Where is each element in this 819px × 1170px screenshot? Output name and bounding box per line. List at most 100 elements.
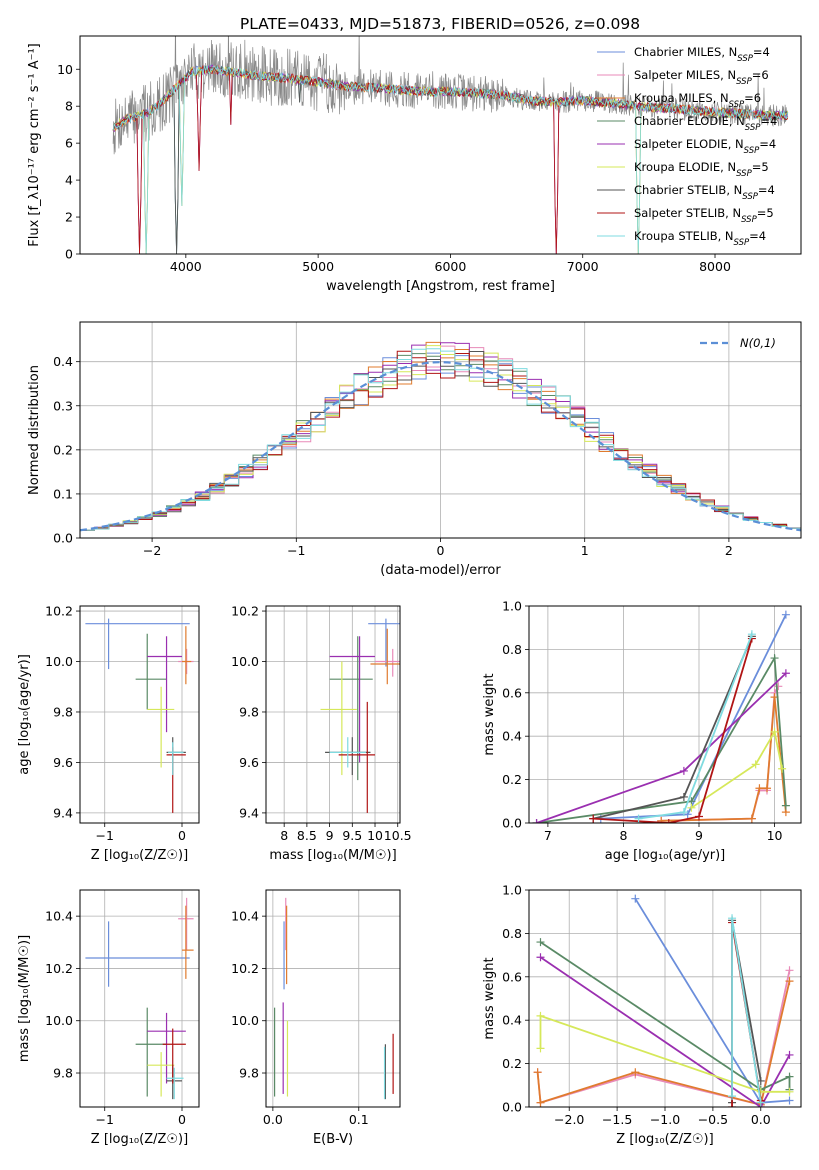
mass-vs-ebv-panel: 0.0 0.1 9.8 10.0 10.2 10.4 E(B-V) [231, 889, 401, 1147]
mass-weight-marker [770, 727, 779, 736]
normal-curve [80, 361, 801, 532]
y-tick-label: 10.2 [45, 604, 73, 619]
x-tick-label: −1 [96, 828, 114, 843]
y-tick-label: 0.3 [53, 398, 73, 413]
mass-weight-marker [679, 808, 688, 817]
y-tick-label: 0.4 [502, 1013, 522, 1028]
legend-model-name: Salpeter ELODIE, N [634, 137, 744, 151]
y-tick-label: 0.1 [53, 486, 73, 501]
legend-sub: SSP [742, 192, 758, 202]
age-vs-Z-panel: −1 0 9.4 9.6 9.8 10.0 10.2 Z [log₁₀(Z/Z☉)] age [… [17, 604, 200, 863]
x-axis-label: (data-model)/error [380, 563, 501, 578]
mass-weight-marker [785, 966, 794, 975]
mass-weight-marker [657, 816, 666, 823]
legend-nssp: =6 [744, 91, 761, 105]
y-tick-label: 9.6 [53, 755, 73, 770]
mass-weight-marker [589, 814, 598, 823]
plot-area [273, 897, 394, 1100]
mass-weight-marker [785, 1050, 794, 1059]
x-tick-label: 9 [326, 828, 334, 843]
y-tick-label: 10.0 [45, 654, 73, 669]
legend-sub: SSP [734, 238, 750, 248]
legend-nssp: =6 [752, 68, 769, 82]
legend-entry: Chabrier STELIB, NSSP=4 [634, 183, 775, 202]
legend-model-name: Kroupa MILES, N [634, 91, 729, 105]
legend-nssp: =4 [760, 114, 777, 128]
y-tick-label: 10.4 [231, 909, 259, 924]
y-tick-label: 10.2 [231, 961, 259, 976]
legend-entry: Kroupa MILES, NSSP=6 [634, 91, 761, 110]
x-axis-label: Z [log₁₀(Z/Z☉)] [91, 1132, 188, 1147]
mass-weight-vs-age-panel: 7 8 9 10 0.0 0.2 0.4 0.6 0.8 1.0 age [log₁₀(age/yr… [482, 599, 802, 863]
x-tick-label: 8 [619, 828, 627, 843]
plot-area [533, 894, 794, 1107]
y-tick-label: 2 [65, 210, 73, 225]
y-tick-label: 0.0 [502, 1100, 522, 1115]
mass-weight-line [539, 941, 791, 1091]
legend-nssp: =4 [753, 45, 770, 59]
mass-weight-line [539, 956, 791, 1107]
legend-sub: SSP [736, 77, 752, 87]
x-tick-label: 0 [178, 828, 186, 843]
x-tick-label: 8.5 [297, 828, 317, 843]
y-tick-label: 1.0 [502, 883, 522, 898]
legend-sub: SSP [744, 146, 760, 156]
mass-weight-marker [695, 812, 703, 821]
mass-weight-marker [781, 610, 790, 619]
y-tick-label: 0.2 [53, 442, 73, 457]
x-tick-label: 0.1 [349, 1112, 369, 1127]
observed-spectrum-line [112, 36, 789, 155]
mass-weight-marker [785, 1096, 794, 1105]
x-tick-label: 4000 [170, 259, 202, 274]
mass-weight-marker [536, 1011, 545, 1020]
y-tick-label: 0.6 [502, 685, 522, 700]
y-tick-label: 9.8 [239, 704, 259, 719]
mass-weight-marker [763, 784, 771, 793]
residual-histogram [80, 351, 801, 531]
mass-weight-line [690, 729, 783, 809]
y-tick-label: 10 [57, 62, 73, 77]
y-axis-label: mass [log₁₀(M/M☉)] [17, 935, 32, 1062]
mass-weight-marker [755, 784, 764, 793]
mass-weight-marker [756, 1087, 765, 1096]
x-tick-label: 7 [544, 828, 552, 843]
age-vs-mass-panel: 8 8.5 9 9.5 10 10.5 9.4 9.6 9.8 10.0 10.2 mass [log… [231, 604, 411, 863]
mass-weight-marker [751, 760, 760, 769]
legend-entry: Chabrier MILES, NSSP=4 [634, 45, 770, 64]
y-tick-label: 9.6 [239, 755, 259, 770]
legend-entry: Kroupa ELODIE, NSSP=5 [634, 160, 769, 179]
mass-weight-marker [728, 1103, 737, 1107]
legend-entry: Chabrier ELODIE, NSSP=4 [634, 114, 777, 133]
plot-area [85, 618, 194, 813]
axes-frame [265, 605, 401, 824]
legend-model-name: Salpeter MILES, N [634, 68, 736, 82]
axes-frame [528, 605, 802, 824]
x-tick-label: 8000 [699, 259, 731, 274]
x-tick-label: −1.5 [602, 1112, 632, 1127]
plot-area [80, 341, 801, 532]
mass-weight-marker [536, 1044, 545, 1053]
mass-weight-line [539, 1014, 790, 1093]
residual-histogram [80, 350, 801, 531]
x-axis-label: age [log₁₀(age/yr)] [605, 848, 726, 863]
mass-weight-marker [747, 630, 756, 639]
x-tick-label: 10 [367, 828, 383, 843]
x-tick-label: 0.0 [263, 1112, 283, 1127]
mass-weight-marker [756, 1098, 765, 1107]
legend-nssp: =4 [759, 137, 776, 151]
mass-weight-marker [634, 814, 643, 823]
legend-entry: Kroupa STELIB, NSSP=4 [634, 229, 766, 248]
y-tick-label: 1.0 [502, 599, 522, 614]
plot-area [85, 897, 194, 1100]
y-tick-label: 8 [65, 99, 73, 114]
legend-model-name: Chabrier STELIB, N [634, 183, 742, 197]
legend-nssp: =5 [752, 160, 769, 174]
y-tick-label: 10.4 [45, 909, 73, 924]
mass-weight-marker [774, 682, 783, 691]
x-tick-label: 5000 [302, 259, 334, 274]
y-tick-label: 4 [65, 173, 73, 188]
legend-sub: SSP [737, 54, 753, 64]
figure-title: PLATE=0433, MJD=51873, FIBERID=0526, z=0… [240, 15, 640, 33]
